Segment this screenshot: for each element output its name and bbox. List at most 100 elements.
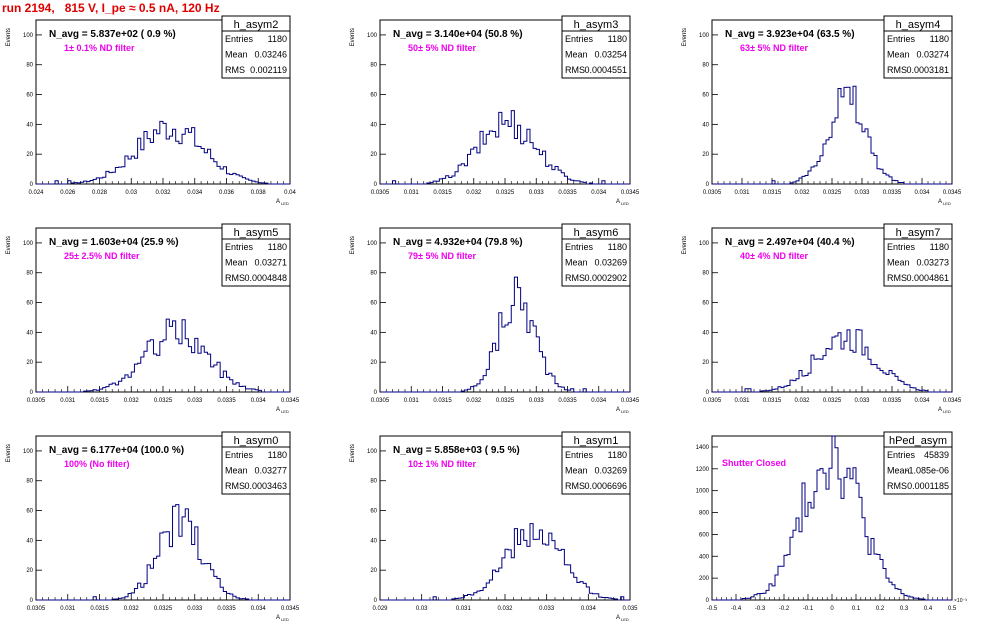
y-tick-label: 100	[699, 241, 710, 247]
stat-key: Mean	[225, 50, 248, 60]
stat-key: Entries	[225, 242, 254, 252]
stats-box: h_asym7 Entries 1180 Mean 0.03273 RMS 0.000486…	[883, 223, 953, 287]
stat-key: Entries	[225, 450, 254, 460]
stat-key: Entries	[887, 34, 916, 44]
x-tick-label: 0.034	[581, 606, 597, 612]
navg-label: N_avg = 5.837e+02 ( 0.9 %)	[49, 29, 176, 40]
histogram-name: hPed_asym	[889, 435, 947, 447]
y-axis-label: Events	[6, 444, 12, 462]
stat-value: 1180	[608, 34, 627, 44]
x-tick-label: 0.035	[622, 606, 638, 612]
x-tick-label: 0.029	[372, 606, 388, 612]
x-tick-label: 0.0305	[371, 190, 390, 196]
x-axis-label: ALED	[276, 407, 289, 414]
filter-label: 63± 5% ND filter	[740, 43, 808, 53]
stat-key: Mean	[225, 258, 248, 268]
y-tick-label: 200	[699, 576, 710, 582]
x-tick-label: 0.031	[404, 190, 420, 196]
histogram-name: h_asym7	[896, 227, 941, 239]
histogram-series	[712, 85, 952, 185]
x-tick-label: 0.034	[591, 398, 607, 404]
y-tick-label: 0	[30, 598, 34, 604]
histogram-panel-h_asym5: 0.0305 0.031 0.0315 0.032 0.0325 0.033 0.0335 0…	[6, 223, 300, 414]
x-tick-label: 0.033	[187, 606, 203, 612]
histogram-name: h_asym2	[234, 19, 279, 31]
y-tick-label: 80	[702, 63, 709, 69]
navg-label: N_avg = 3.923e+04 (63.5 %)	[725, 29, 855, 40]
x-tick-label: 0.032	[794, 190, 810, 196]
histogram-name: h_asym6	[574, 227, 619, 239]
filter-label: 25± 2.5% ND filter	[64, 251, 140, 261]
x-axis-label: ALED	[938, 407, 951, 414]
histogram-series	[712, 329, 952, 393]
stat-value: 1180	[930, 34, 949, 44]
stat-key: Mean	[887, 50, 910, 60]
stats-box: h_asym6 Entries 1180 Mean 0.03269 RMS 0.000290…	[561, 223, 631, 287]
histogram-series	[712, 435, 952, 601]
y-tick-label: 60	[370, 509, 377, 515]
stat-value: 0.03274	[916, 50, 949, 60]
histogram-series	[380, 110, 630, 185]
x-tick-label: 0.032	[466, 190, 482, 196]
stat-value: -1.085e-06	[905, 466, 949, 476]
x-axis-label: ALED	[616, 407, 629, 414]
stat-value: 1180	[608, 242, 627, 252]
y-tick-label: 20	[702, 360, 709, 366]
y-tick-label: 0	[30, 182, 34, 188]
stat-key: Mean	[887, 258, 910, 268]
histogram-series	[380, 276, 630, 393]
stat-value: 0.03277	[254, 466, 287, 476]
stat-value: 0.0001185	[907, 481, 949, 491]
stat-value: 0.03273	[916, 258, 949, 268]
x-tick-label: 0.03	[125, 190, 137, 196]
stat-value: 1180	[608, 450, 627, 460]
histogram-panel-h_asym0: 0.0305 0.031 0.0315 0.032 0.0325 0.033 0.0335 0…	[6, 431, 300, 622]
histogram-series	[380, 523, 630, 601]
stat-value: 1180	[268, 450, 287, 460]
histogram-panel-h_asym1: 0.029 0.03 0.031 0.032 0.033 0.034 0.035 0 20 40 6…	[350, 431, 638, 622]
y-tick-label: 40	[702, 122, 709, 128]
stat-value: 0.03269	[594, 466, 627, 476]
x-tick-label: 0.0305	[27, 398, 46, 404]
x-tick-label: 0.028	[92, 190, 108, 196]
x-tick-label: 0.2	[876, 606, 885, 612]
x-tick-label: 0.0325	[823, 398, 842, 404]
y-tick-label: 0	[706, 182, 710, 188]
y-tick-label: 60	[370, 93, 377, 99]
stat-value: 1180	[930, 242, 949, 252]
navg-box	[722, 234, 881, 248]
stat-key: RMS	[225, 481, 245, 491]
y-tick-label: 40	[370, 330, 377, 336]
x-tick-label: 0.034	[251, 398, 267, 404]
histogram-panel-h_asym4: 0.0305 0.031 0.0315 0.032 0.0325 0.033 0.0335 0…	[682, 15, 962, 206]
y-tick-label: 100	[367, 33, 378, 39]
x-tick-label: 0.03	[416, 606, 428, 612]
x-tick-label: 0.0305	[27, 606, 46, 612]
x-tick-label: -0.3	[755, 606, 766, 612]
x-tick-label: 0.031	[404, 398, 420, 404]
x-tick-label: 0.0335	[883, 398, 902, 404]
stat-key: RMS	[887, 273, 907, 283]
x-tick-label: 0.0345	[281, 398, 300, 404]
x-tick-label: 0.032	[466, 398, 482, 404]
x-tick-label: 0.0345	[943, 398, 962, 404]
stat-key: RMS	[225, 65, 245, 75]
x-tick-label: 0.032	[497, 606, 513, 612]
y-tick-label: 60	[370, 301, 377, 307]
navg-label: N_avg = 6.177e+04 (100.0 %)	[49, 445, 184, 456]
filter-label: 40± 4% ND filter	[740, 251, 808, 261]
y-tick-label: 20	[370, 152, 377, 158]
stat-key: RMS	[565, 273, 585, 283]
x-tick-label: 0.0305	[703, 398, 722, 404]
navg-box	[46, 234, 214, 248]
y-tick-label: 80	[26, 271, 33, 277]
x-axis-label: ALED	[616, 199, 629, 206]
filter-label: 100% (No filter)	[64, 459, 130, 469]
y-tick-label: 100	[367, 241, 378, 247]
stat-key: Entries	[887, 450, 916, 460]
y-axis-label: Events	[350, 444, 356, 462]
stat-key: Entries	[225, 34, 254, 44]
stats-box: h_asym4 Entries 1180 Mean 0.03274 RMS 0.000318…	[883, 15, 953, 79]
x-tick-label: 0.031	[60, 606, 76, 612]
